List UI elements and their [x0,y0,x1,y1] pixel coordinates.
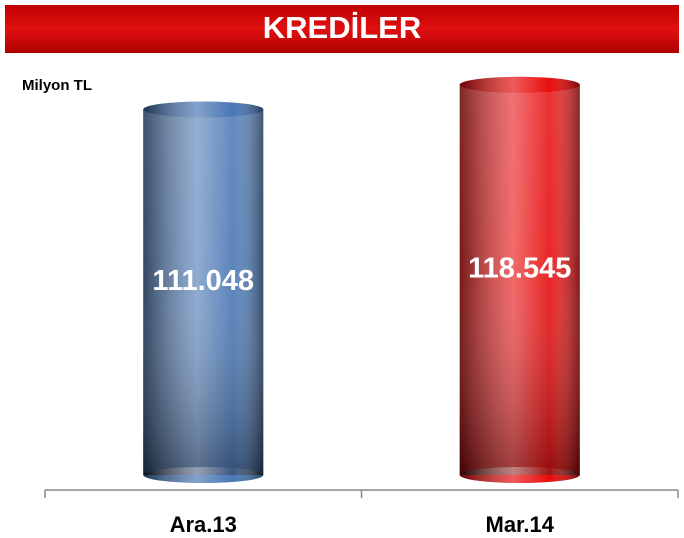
bar-base-shade [459,467,580,483]
y-label: Milyon TL [22,77,92,94]
bar-vshade [459,84,580,476]
x-tick-label: Ara.13 [170,512,237,537]
bar-base-shade [143,467,264,483]
bar-vshade [143,109,264,475]
value-label: 111.048 [152,265,254,297]
value-label: 118.545 [468,253,571,285]
bar-cap-shade [459,76,580,93]
bar-cap-shade [143,101,264,118]
chart-title: KREDİLER [263,10,421,45]
title-banner [5,5,679,53]
x-tick-label: Mar.14 [486,512,555,537]
